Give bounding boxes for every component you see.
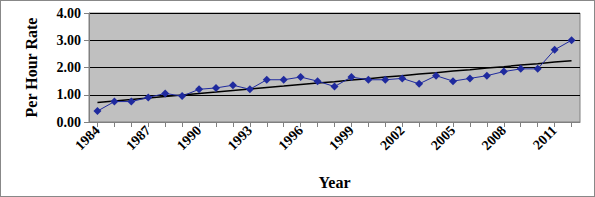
svg-text:0.00: 0.00 [57, 115, 82, 130]
svg-text:1993: 1993 [225, 123, 255, 153]
svg-text:1984: 1984 [72, 123, 102, 153]
svg-text:2.00: 2.00 [57, 60, 82, 75]
svg-text:3.00: 3.00 [57, 33, 82, 48]
svg-text:Per Hour Rate: Per Hour Rate [23, 18, 40, 118]
svg-text:1.00: 1.00 [57, 87, 82, 102]
svg-text:4.00: 4.00 [57, 6, 82, 21]
svg-text:2002: 2002 [377, 123, 407, 153]
svg-text:Year: Year [319, 174, 351, 191]
svg-text:1996: 1996 [276, 123, 306, 153]
svg-text:1999: 1999 [326, 123, 356, 153]
svg-text:1987: 1987 [123, 123, 153, 153]
svg-text:2008: 2008 [479, 123, 509, 153]
svg-text:2011: 2011 [530, 123, 560, 153]
svg-text:1990: 1990 [174, 123, 204, 153]
svg-text:2005: 2005 [428, 123, 458, 153]
